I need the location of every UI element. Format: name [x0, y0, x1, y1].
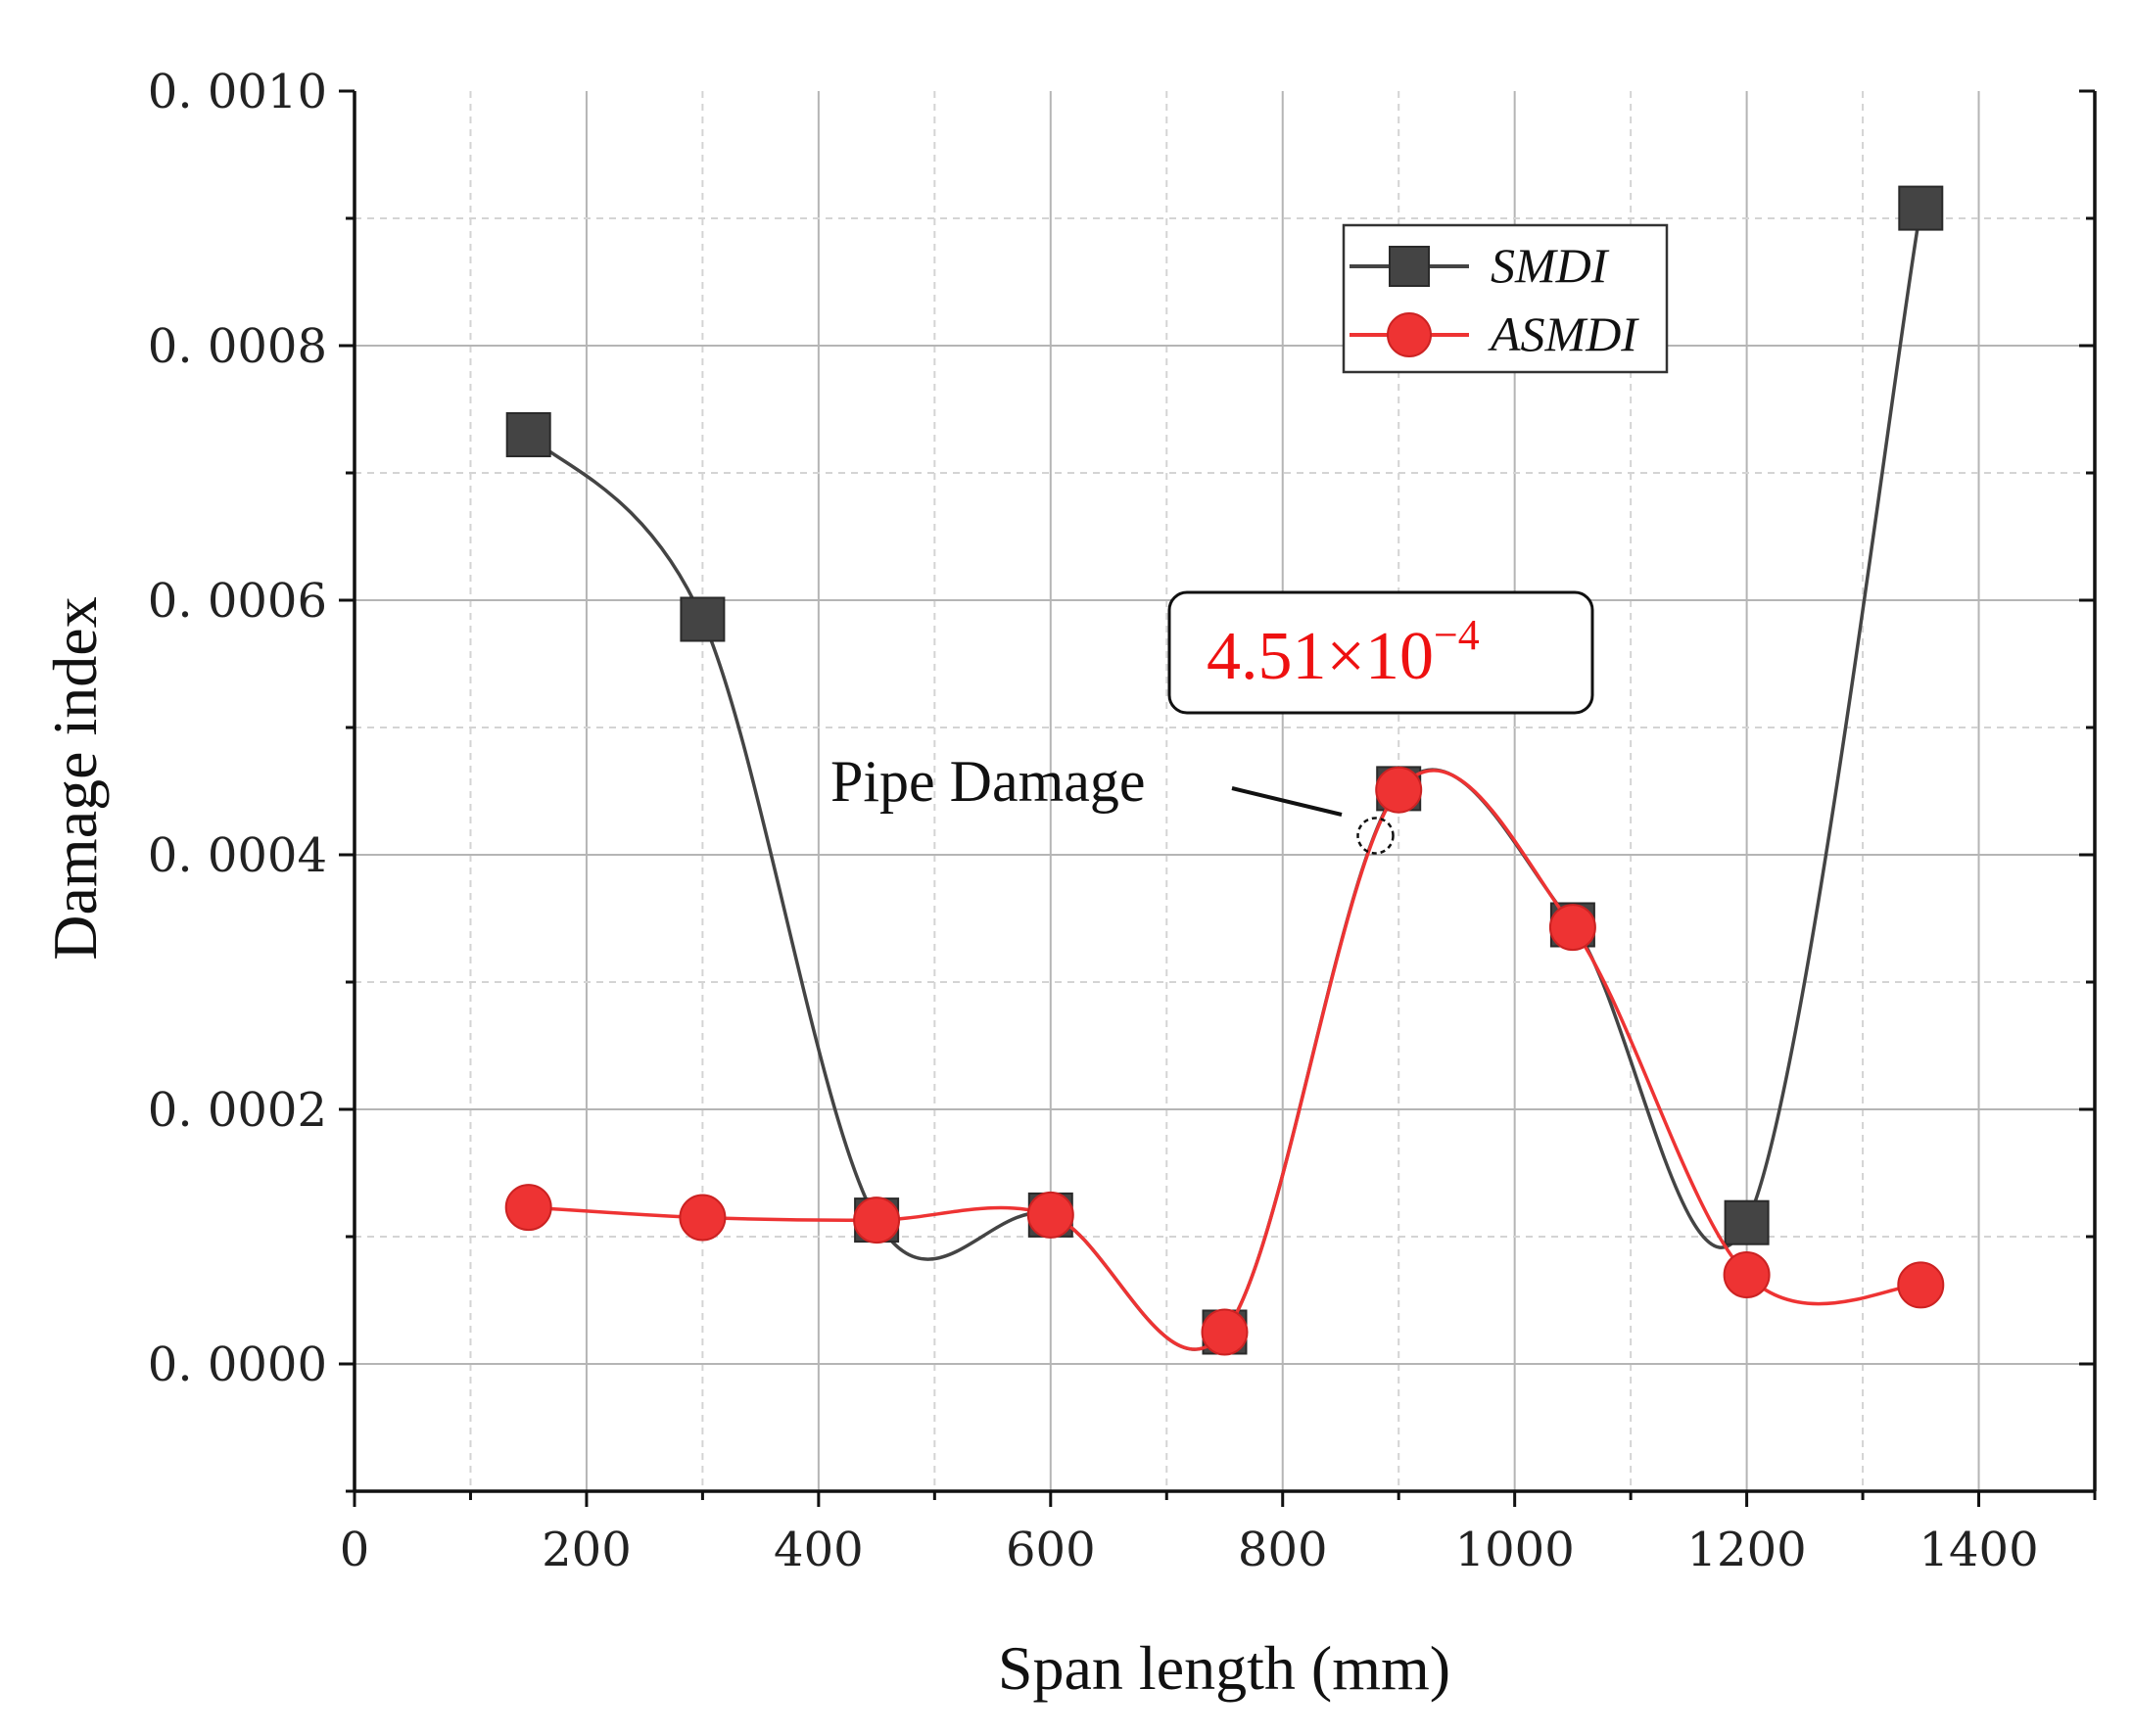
x-tick-label: 800: [1238, 1523, 1328, 1577]
value-callout: 4.51×10−4: [1167, 590, 1594, 715]
legend-label-smdi: SMDI: [1491, 238, 1610, 293]
y-tick-label: 0. 0004: [148, 828, 327, 883]
data-point-asmdi: [1723, 1251, 1771, 1298]
pipe-damage-arrow: [1231, 786, 1343, 817]
value-callout-exponent: −4: [1434, 611, 1480, 659]
legend-label-asmdi: ASMDI: [1488, 306, 1639, 361]
series-layer: [504, 185, 1945, 1356]
data-point-asmdi: [1548, 904, 1596, 952]
data-point-asmdi: [679, 1194, 727, 1242]
x-tick-label: 0: [340, 1523, 370, 1577]
x-tick-label: 1200: [1687, 1523, 1807, 1577]
x-axis-title: Span length (mm): [998, 1633, 1450, 1703]
legend-marker-asmdi: [1387, 312, 1432, 357]
pipe-damage-circle: [1356, 817, 1395, 855]
y-tick-label: 0. 0010: [148, 65, 327, 119]
data-point-smdi: [1724, 1199, 1770, 1245]
data-point-asmdi: [504, 1184, 552, 1232]
data-point-smdi: [1898, 185, 1944, 231]
value-callout-box: [1167, 590, 1594, 715]
legend: SMDI ASMDI: [1342, 223, 1669, 374]
axes: [339, 89, 2097, 1507]
y-tick-label: 0. 0000: [148, 1337, 327, 1392]
value-callout-text: 4.51×10−4: [1207, 611, 1480, 694]
pipe-damage-annotation: Pipe Damage: [830, 749, 1395, 855]
series-asmdi: [504, 766, 1945, 1356]
x-tick-label: 400: [774, 1523, 864, 1577]
y-tick-label: 0. 0006: [148, 574, 327, 629]
x-tick-label: 200: [542, 1523, 632, 1577]
data-point-asmdi: [853, 1196, 901, 1244]
legend-marker-smdi: [1389, 246, 1430, 287]
data-point-smdi: [680, 596, 726, 642]
data-point-smdi: [505, 412, 551, 457]
y-axis-title: Damage index: [40, 596, 110, 960]
value-callout-mantissa: 4.51×10: [1207, 619, 1434, 694]
x-tick-label: 1000: [1455, 1523, 1575, 1577]
pipe-damage-label: Pipe Damage: [830, 749, 1146, 814]
tick-labels: 0 200 400 600 800 1000 1200 1400 0. 0000 0. 0002 0…: [148, 65, 2039, 1577]
x-tick-label: 1400: [1919, 1523, 2038, 1577]
data-point-asmdi: [1897, 1261, 1945, 1309]
grid: [355, 91, 2096, 1491]
plot-background: [355, 91, 2095, 1491]
data-point-asmdi: [1026, 1191, 1074, 1239]
x-tick-label: 600: [1006, 1523, 1096, 1577]
data-point-asmdi: [1201, 1308, 1249, 1356]
y-tick-label: 0. 0008: [148, 319, 327, 374]
y-tick-label: 0. 0002: [148, 1083, 327, 1138]
series-line-asmdi: [528, 769, 1921, 1351]
data-point-asmdi: [1375, 766, 1423, 814]
